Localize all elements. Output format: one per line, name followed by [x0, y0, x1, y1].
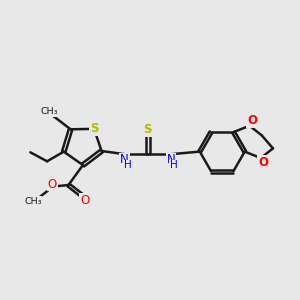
Text: CH₃: CH₃: [24, 197, 42, 206]
Text: O: O: [258, 156, 268, 169]
Text: N: N: [120, 154, 129, 166]
Text: H: H: [124, 160, 132, 170]
Text: N: N: [167, 154, 175, 166]
Text: H: H: [170, 160, 178, 170]
Text: O: O: [80, 194, 89, 207]
Text: S: S: [90, 122, 98, 135]
Text: O: O: [247, 114, 257, 128]
Text: CH₃: CH₃: [40, 107, 58, 116]
Text: O: O: [48, 178, 57, 190]
Text: S: S: [144, 123, 152, 136]
